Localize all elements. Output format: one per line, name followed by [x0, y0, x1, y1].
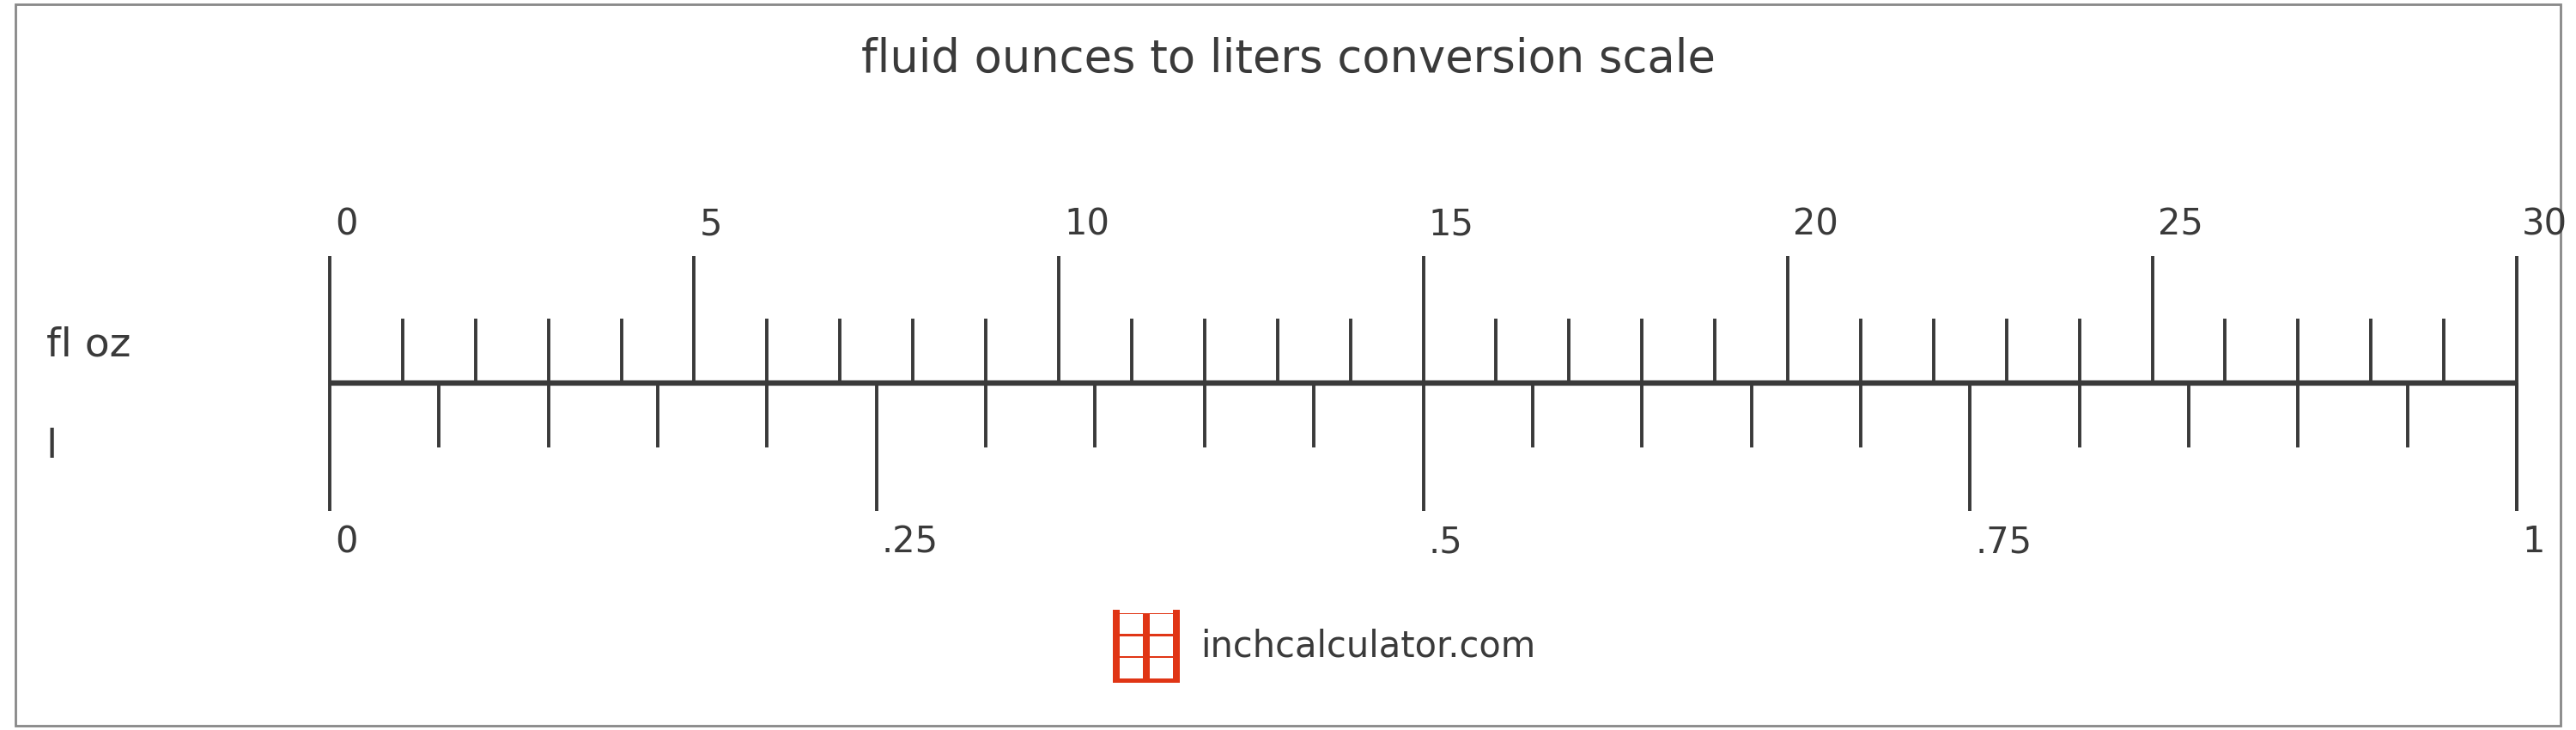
FancyBboxPatch shape — [1149, 614, 1172, 634]
Text: fluid ounces to liters conversion scale: fluid ounces to liters conversion scale — [860, 36, 1716, 81]
Text: .5: .5 — [1427, 524, 1463, 560]
FancyBboxPatch shape — [1121, 614, 1144, 634]
FancyBboxPatch shape — [1121, 658, 1144, 678]
Text: 5: 5 — [698, 207, 721, 242]
Text: 15: 15 — [1427, 207, 1473, 242]
Text: fl oz: fl oz — [46, 326, 131, 364]
Text: 30: 30 — [2522, 207, 2568, 242]
Text: inchcalculator.com: inchcalculator.com — [1200, 628, 1535, 664]
Text: .75: .75 — [1976, 524, 2032, 560]
Text: 0: 0 — [335, 207, 358, 242]
FancyBboxPatch shape — [1149, 636, 1172, 656]
Text: l: l — [46, 428, 57, 466]
Text: 20: 20 — [1793, 207, 1839, 242]
FancyBboxPatch shape — [1121, 636, 1144, 656]
Text: 25: 25 — [2159, 207, 2202, 242]
Text: .25: .25 — [881, 524, 938, 560]
Text: 1: 1 — [2522, 524, 2545, 560]
FancyBboxPatch shape — [1149, 658, 1172, 678]
Text: 0: 0 — [335, 524, 358, 560]
FancyBboxPatch shape — [1113, 610, 1180, 683]
Text: 10: 10 — [1064, 207, 1110, 242]
FancyBboxPatch shape — [1121, 596, 1172, 613]
